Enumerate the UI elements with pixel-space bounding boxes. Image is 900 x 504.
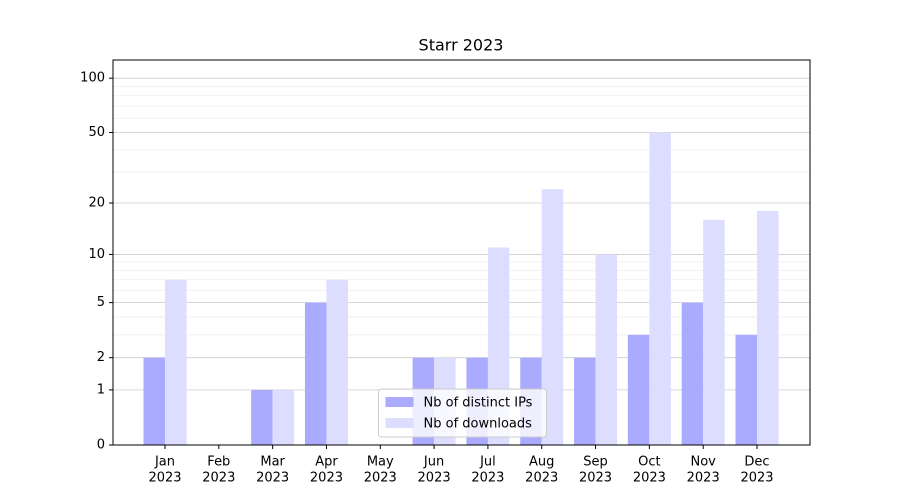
y-tick-label: 50 [88, 125, 105, 140]
x-tick-label: 2023 [471, 471, 504, 486]
legend-swatch [385, 397, 414, 407]
x-tick-label: Mar [260, 455, 285, 470]
x-tick-label: 2023 [687, 471, 720, 486]
x-tick-label: 2023 [740, 471, 773, 486]
y-tick-label: 20 [88, 196, 105, 211]
axes: 0125102050100Jan2023Feb2023Mar2023Apr202… [80, 71, 773, 486]
bar [735, 334, 757, 445]
x-tick-label: 2023 [579, 471, 612, 486]
chart-title: Starr 2023 [419, 36, 504, 55]
x-tick-label: Nov [690, 455, 716, 470]
bar [251, 389, 273, 445]
x-tick-label: Dec [744, 455, 769, 470]
bar [272, 389, 295, 445]
bar [757, 210, 779, 445]
legend: Nb of distinct IPs Nb of downloads [378, 388, 547, 438]
bar [681, 302, 704, 445]
x-tick-label: 2023 [256, 471, 289, 486]
x-tick-label: 2023 [633, 471, 666, 486]
x-tick-label: 2023 [364, 471, 397, 486]
bar [595, 254, 618, 445]
x-tick-label: 2023 [525, 471, 558, 486]
x-tick-label: Sep [583, 455, 608, 470]
x-tick-label: Jul [479, 455, 496, 470]
legend-swatch [385, 418, 414, 428]
x-tick-label: 2023 [148, 471, 181, 486]
bar [326, 279, 348, 445]
bar [574, 357, 596, 445]
y-tick-label: 100 [80, 71, 105, 86]
bar [143, 357, 165, 445]
bar [649, 132, 671, 445]
x-tick-label: Apr [315, 455, 338, 470]
x-tick-label: Jun [423, 455, 444, 470]
x-tick-label: Aug [529, 455, 554, 470]
bar [703, 219, 725, 445]
bar [304, 302, 327, 445]
plot-frame [112, 59, 811, 446]
x-tick-label: May [367, 455, 394, 470]
bar [627, 334, 650, 445]
y-tick-label: 1 [97, 382, 105, 397]
legend-box [378, 388, 547, 438]
x-tick-label: Oct [638, 455, 660, 470]
x-tick-label: Jan [154, 455, 175, 470]
y-tick-label: 2 [97, 350, 105, 365]
x-tick-label: 2023 [418, 471, 451, 486]
x-tick-label: 2023 [202, 471, 235, 486]
x-tick-label: Feb [207, 455, 230, 470]
y-tick-label: 5 [97, 295, 105, 310]
bar [541, 189, 564, 445]
x-tick-label: 2023 [310, 471, 343, 486]
legend-label: Nb of distinct IPs [424, 396, 533, 411]
legend-label: Nb of downloads [424, 417, 533, 432]
y-tick-label: 0 [97, 438, 105, 453]
y-tick-label: 10 [88, 247, 105, 262]
bar [165, 279, 187, 445]
